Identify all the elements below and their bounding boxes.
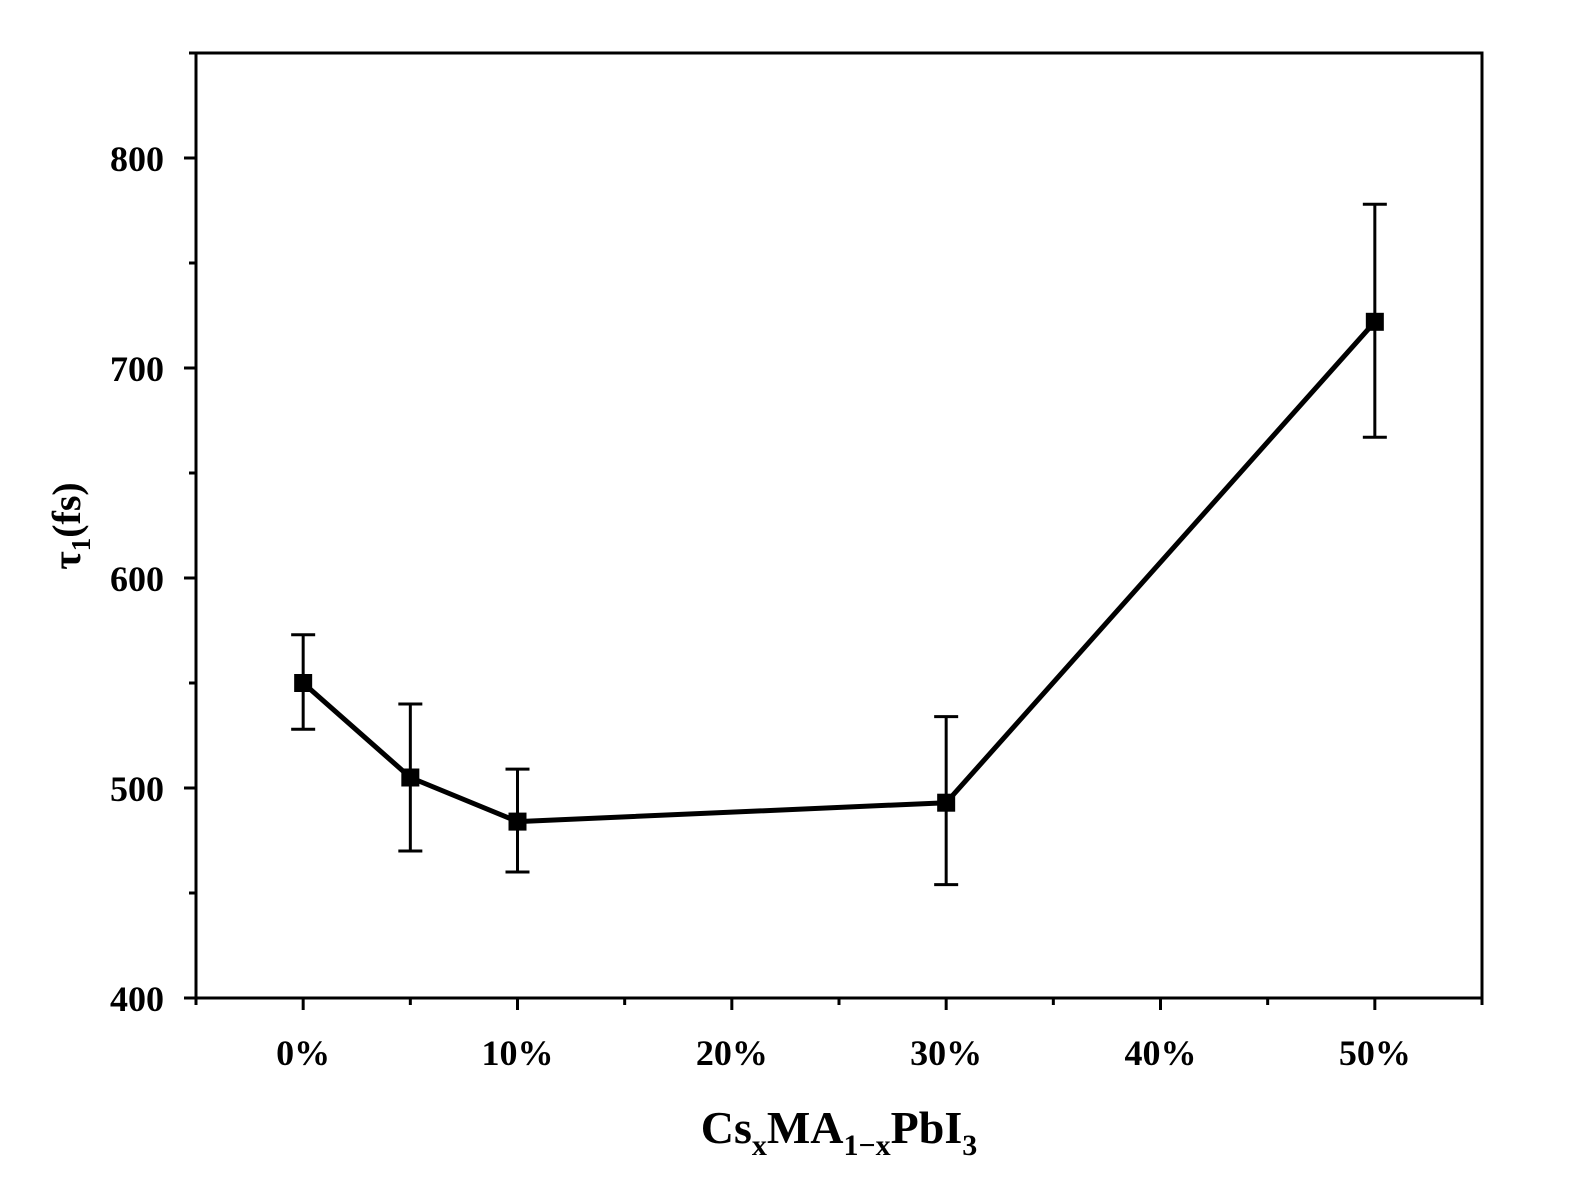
y-tick-label: 400 [110,979,164,1019]
x-tick-label: 30% [910,1033,982,1073]
y-tick-label: 500 [110,769,164,809]
x-tick-label: 10% [482,1033,554,1073]
series-line [301,320,1377,825]
ticks-layer: 0% 10% 20% 30% 40% 50% 400 500 600 700 800 [110,51,1484,1073]
plot-frame [194,51,1484,1000]
x-axis-title-ma: MA [767,1102,844,1153]
data-point [1365,312,1384,331]
axes-layer [194,51,1484,1000]
x-axis-title-cs: Cs [701,1102,752,1153]
data-point [937,793,956,812]
x-tick-label: 40% [1125,1033,1197,1073]
y-tick-label: 600 [110,559,164,599]
x-axis-title: CsxMA1−xPbI3 [701,1102,977,1162]
x-axis-title-x-sub: x [752,1129,767,1162]
data-point [294,674,313,692]
x-tick-label: 0% [276,1033,330,1073]
x-axis-title-1x-sub: 1−x [844,1129,891,1162]
data-point [508,812,527,831]
y-tick-label: 700 [110,349,164,389]
y-axis-title-sub: 1 [66,538,96,552]
y-tick-label: 800 [110,139,164,179]
data-point [401,768,420,787]
x-tick-label: 20% [696,1033,768,1073]
marks-layer [291,202,1387,887]
x-axis-title-pbi: PbI [891,1102,963,1153]
x-axis-title-3-sub: 3 [962,1129,977,1162]
x-tick-label: 50% [1339,1033,1411,1073]
y-axis-title-base: τ [44,551,89,569]
y-axis-title-unit: (fs) [44,482,89,538]
y-axis-title: τ1(fs) [44,482,96,569]
